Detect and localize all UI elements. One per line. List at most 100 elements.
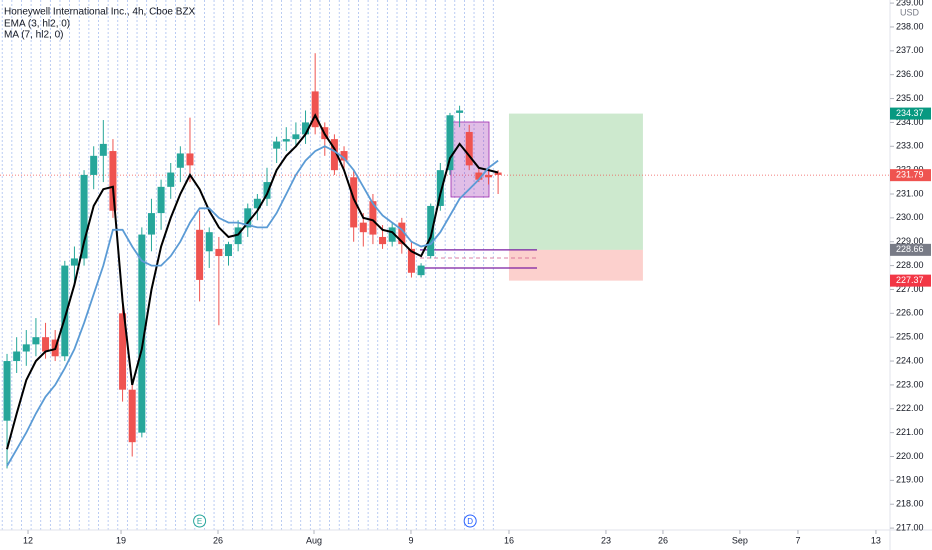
axes: 217.00 218.00 219.00 220.00 221.00 222.00 223.… <box>23 0 931 545</box>
legend-entry: MA (7, hl2, 0) <box>4 30 63 41</box>
candle-body <box>388 227 396 242</box>
x-tick-label: 26 <box>213 535 223 545</box>
y-tick-label: 224.00 <box>896 355 924 365</box>
x-tick-label: Sep <box>732 535 748 545</box>
y-tick-label: 222.00 <box>896 403 924 413</box>
candle-body <box>99 143 107 156</box>
candle-body <box>456 110 464 113</box>
candle-body <box>302 122 310 135</box>
profit-zone <box>508 113 643 250</box>
x-tick-label: 12 <box>23 535 33 545</box>
event-label: E <box>197 517 202 526</box>
candle-body <box>427 205 435 257</box>
candle-body <box>350 177 358 228</box>
price-label: 227.37 <box>896 275 924 285</box>
y-tick-label: 233.00 <box>896 141 924 151</box>
y-tick-label: 236.00 <box>896 69 924 79</box>
candle-body <box>340 151 348 161</box>
y-tick-label: 231.00 <box>896 188 924 198</box>
price-label-box <box>890 243 931 256</box>
x-tick-label: 26 <box>658 535 668 545</box>
y-tick-label: 223.00 <box>896 379 924 389</box>
candle-body <box>398 222 406 245</box>
candle-body <box>167 172 175 187</box>
candle-body <box>253 198 261 209</box>
candle-body <box>494 172 502 175</box>
candle-body <box>32 337 40 345</box>
event-label: D <box>467 517 473 526</box>
candle-body <box>70 258 78 266</box>
plot-background <box>0 0 890 530</box>
price-label-box <box>890 274 931 287</box>
candle-body <box>484 174 492 178</box>
chart-title: Honeywell International Inc., 4h, Cboe B… <box>4 7 196 18</box>
price-label-box <box>890 169 931 182</box>
candle-body <box>157 186 165 214</box>
price-label-box <box>890 107 931 120</box>
price-label: 234.37 <box>896 108 924 118</box>
candle-body <box>273 141 281 149</box>
price-label: 228.66 <box>896 244 924 254</box>
candle-body <box>330 139 338 171</box>
candle-body <box>13 351 21 362</box>
candle-body <box>109 151 117 211</box>
candle-body <box>359 222 367 233</box>
indicator-line <box>6 113 499 450</box>
y-tick-label: 220.00 <box>896 451 924 461</box>
y-tick-label: 237.00 <box>896 45 924 55</box>
candle-body <box>436 170 444 206</box>
y-tick-label: 234.00 <box>896 117 924 127</box>
candle-body <box>215 248 223 257</box>
candle-body <box>234 227 242 245</box>
y-tick-label: 221.00 <box>896 427 924 437</box>
candle-body <box>379 236 387 245</box>
candle-body <box>90 155 98 175</box>
candle-body <box>147 213 155 235</box>
candle-body <box>22 344 30 352</box>
x-tick-label: 19 <box>116 535 126 545</box>
candle-body <box>475 172 483 180</box>
candle-body <box>263 182 271 199</box>
event-marker <box>463 514 477 528</box>
currency-label: USD <box>900 7 920 17</box>
x-tick-label: 7 <box>795 535 800 545</box>
candle-body <box>465 131 473 166</box>
candle-body <box>186 153 194 166</box>
loss-zone <box>508 249 643 281</box>
candle-body <box>282 139 290 142</box>
y-tick-label: 230.00 <box>896 212 924 222</box>
candle-body <box>417 265 425 276</box>
y-tick-label: 238.00 <box>896 21 924 31</box>
candle-body <box>196 229 204 280</box>
y-tick-label: 227.00 <box>896 284 924 294</box>
y-tick-label: 228.00 <box>896 260 924 270</box>
candle-body <box>138 234 146 433</box>
x-tick-label: 23 <box>601 535 611 545</box>
x-tick-label: 16 <box>504 535 514 545</box>
y-tick-label: 229.00 <box>896 236 924 246</box>
x-tick-label: Aug <box>306 535 322 545</box>
candle-body <box>311 91 319 128</box>
candle-body <box>176 153 184 168</box>
legend-entry: EMA (3, hl2, 0) <box>4 19 70 30</box>
y-tick-label: 239.00 <box>896 0 924 7</box>
candle-body <box>3 361 11 421</box>
y-tick-label: 226.00 <box>896 308 924 318</box>
y-tick-label: 235.00 <box>896 93 924 103</box>
x-tick-label: 13 <box>871 535 881 545</box>
candle-body <box>224 244 232 257</box>
indicator-line <box>6 145 499 467</box>
candle-body <box>407 248 415 273</box>
candle-body <box>446 115 454 171</box>
price-label: 231.79 <box>896 170 924 180</box>
candle-body <box>80 174 88 259</box>
candle-body <box>119 313 127 390</box>
candle-body <box>369 201 377 235</box>
y-tick-label: 217.00 <box>896 522 924 532</box>
x-tick-label: 9 <box>408 535 413 545</box>
candle-body <box>292 134 300 140</box>
candle-body <box>61 265 69 357</box>
candle-body <box>244 208 252 228</box>
